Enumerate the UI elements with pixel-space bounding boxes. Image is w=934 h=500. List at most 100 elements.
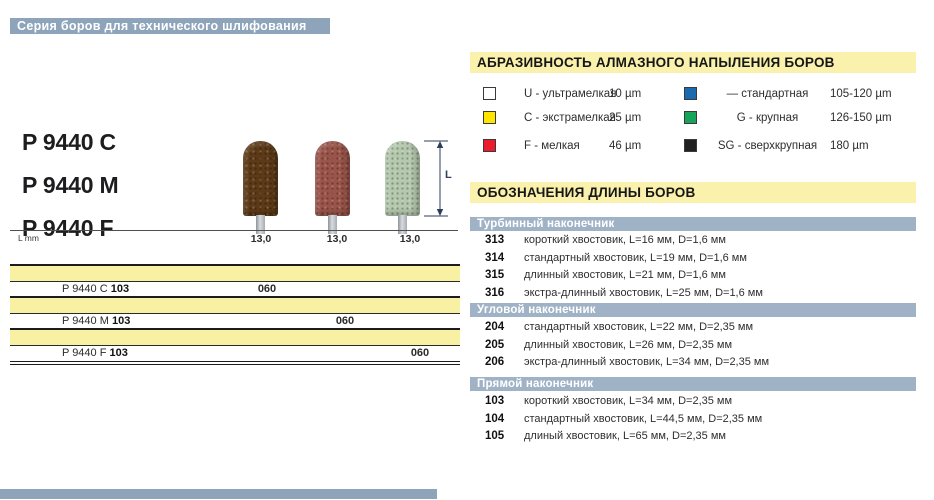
- order-size: 060: [257, 283, 277, 295]
- length-desc: стандартный хвостовик, L=22 мм, D=2,35 м…: [524, 321, 754, 333]
- color-swatch: [684, 139, 697, 152]
- order-size: 060: [410, 347, 430, 359]
- legend-size: 180 µm: [830, 140, 869, 152]
- length-code: 204: [485, 321, 505, 333]
- color-swatch: [684, 111, 697, 124]
- order-shank: 103: [111, 315, 131, 327]
- length-desc: длиный хвостовик, L=65 мм, D=2,35 мм: [524, 430, 726, 442]
- color-swatch: [684, 87, 697, 100]
- order-shank: 103: [109, 347, 128, 359]
- order-code: P 9440 M 103: [62, 314, 130, 328]
- legend-label: G - крупная: [736, 112, 799, 124]
- bur-image-m: [315, 141, 350, 216]
- series-title: Серия боров для технического шлифования: [17, 19, 307, 33]
- series-title-bar: Серия боров для технического шлифования: [10, 18, 330, 34]
- length-desc: стандартный хвостовик, L=19 мм, D=1,6 мм: [524, 251, 747, 264]
- order-code-text: P 9440 C: [62, 283, 108, 295]
- order-code: P 9440 C 103: [62, 282, 129, 296]
- legend-label: SG - сверхкрупная: [717, 140, 818, 152]
- order-table-block: P 9440 C 103 060: [10, 264, 460, 296]
- group-rows-angled: 204 стандартный хвостовик, L=22 мм, D=2,…: [470, 319, 916, 372]
- color-swatch: [483, 87, 496, 100]
- lengths-header: ОБОЗНАЧЕНИЯ ДЛИНЫ БОРОВ: [470, 182, 916, 203]
- product-name-c: P 9440 C: [22, 129, 116, 155]
- legend-label: F - мелкая: [524, 140, 580, 152]
- order-size: 060: [335, 315, 355, 327]
- table-yellow-band: [10, 266, 460, 282]
- baseline-rule: [10, 230, 458, 231]
- table-row: P 9440 F 103 060: [10, 346, 460, 360]
- legend-size: 105-120 µm: [830, 88, 892, 100]
- group-bar-angled: Угловой наконечник: [470, 303, 916, 317]
- group-bar-straight: Прямой наконечник: [470, 377, 916, 391]
- color-swatch: [483, 111, 496, 124]
- legend-size: 46 µm: [609, 140, 642, 152]
- length-row: 315 длинный хвостовик, L=21 мм, D=1,6 мм: [470, 267, 916, 285]
- length-desc: экстра-длинный хвостовик, L=34 мм, D=2,3…: [524, 356, 770, 368]
- length-row: 103 короткий хвостовик, L=34 мм, D=2,35 …: [470, 393, 916, 411]
- legend-size: 126-150 µm: [830, 112, 892, 124]
- group-bar-label: Угловой наконечник: [477, 304, 596, 316]
- abrasiveness-title: АБРАЗИВНОСТЬ АЛМАЗНОГО НАПЫЛЕНИЯ БОРОВ: [477, 55, 835, 70]
- group-bar-turbine: Турбинный наконечник: [470, 217, 916, 231]
- table-row: P 9440 M 103 060: [10, 314, 460, 328]
- length-desc: длинный хвостовик, L=21 мм, D=1,6 мм: [524, 269, 726, 281]
- bur-length-value: 13,0: [326, 233, 348, 245]
- legend-label: U - ультрамелкая: [524, 88, 617, 100]
- bur-length-value: 13,0: [399, 233, 421, 245]
- legend-label: — стандартная: [726, 88, 809, 100]
- length-row: 206 экстра-длинный хвостовик, L=34 мм, D…: [470, 354, 916, 372]
- order-shank: 103: [110, 283, 130, 295]
- group-bar-label: Прямой наконечник: [477, 378, 594, 390]
- length-row: 105 длиный хвостовик, L=65 мм, D=2,35 мм: [470, 428, 916, 446]
- bur-shank: [398, 215, 407, 234]
- table-yellow-band: [10, 330, 460, 346]
- table-row: P 9440 C 103 060: [10, 282, 460, 296]
- length-code: 205: [485, 338, 505, 351]
- bur-shank: [256, 215, 265, 234]
- length-desc: короткий хвостовик, L=16 мм, D=1,6 мм: [524, 234, 726, 246]
- order-table-block: P 9440 M 103 060: [10, 296, 460, 328]
- length-desc: экстра-длинный хвостовик, L=25 мм, D=1,6…: [524, 286, 763, 299]
- length-row: 104 стандартный хвостовик, L=44,5 мм, D=…: [470, 411, 916, 429]
- product-name-f: P 9440 F: [22, 215, 114, 241]
- table-bottom-rule: [10, 361, 460, 362]
- product-name-m: P 9440 M: [22, 172, 119, 198]
- length-code: 314: [485, 251, 505, 264]
- length-code: 104: [485, 412, 505, 425]
- length-desc: стандартный хвостовик, L=44,5 мм, D=2,35…: [524, 412, 763, 425]
- length-row: 313 короткий хвостовик, L=16 мм, D=1,6 м…: [470, 232, 916, 250]
- table-bottom-rule: [10, 364, 460, 365]
- length-row: 205 длинный хвостовик, L=26 мм, D=2,35 м…: [470, 337, 916, 355]
- length-row: 204 стандартный хвостовик, L=22 мм, D=2,…: [470, 319, 916, 337]
- length-code: 206: [485, 356, 505, 368]
- order-code-text: P 9440 M: [62, 315, 109, 327]
- lengths-title: ОБОЗНАЧЕНИЯ ДЛИНЫ БОРОВ: [477, 185, 696, 200]
- length-desc: короткий хвостовик, L=34 мм, D=2,35 мм: [524, 395, 733, 407]
- l-mm-label: L mm: [18, 233, 39, 243]
- dimension-l-label: L: [445, 169, 452, 181]
- footer-bar: [0, 489, 437, 499]
- length-code: 315: [485, 269, 505, 281]
- group-rows-turbine: 313 короткий хвостовик, L=16 мм, D=1,6 м…: [470, 232, 916, 302]
- bur-shank: [328, 215, 337, 234]
- group-rows-straight: 103 короткий хвостовик, L=34 мм, D=2,35 …: [470, 393, 916, 446]
- abrasiveness-header: АБРАЗИВНОСТЬ АЛМАЗНОГО НАПЫЛЕНИЯ БОРОВ: [470, 52, 916, 73]
- color-swatch: [483, 139, 496, 152]
- order-code: P 9440 F 103: [62, 346, 128, 360]
- length-code: 316: [485, 286, 505, 299]
- length-code: 105: [485, 430, 505, 442]
- group-bar-label: Турбинный наконечник: [477, 218, 615, 230]
- legend-size: 25 µm: [609, 112, 642, 124]
- length-row: 316 экстра-длинный хвостовик, L=25 мм, D…: [470, 285, 916, 303]
- bur-length-value: 13,0: [250, 233, 272, 245]
- order-code-text: P 9440 F: [62, 347, 107, 359]
- table-yellow-band: [10, 298, 460, 314]
- bur-image-f: [385, 141, 420, 216]
- dimension-arrow-icon: [424, 140, 448, 217]
- legend-size: 10 µm: [609, 88, 642, 100]
- length-desc: длинный хвостовик, L=26 мм, D=2,35 мм: [524, 338, 733, 351]
- length-code: 103: [485, 395, 505, 407]
- length-row: 314 стандартный хвостовик, L=19 мм, D=1,…: [470, 250, 916, 268]
